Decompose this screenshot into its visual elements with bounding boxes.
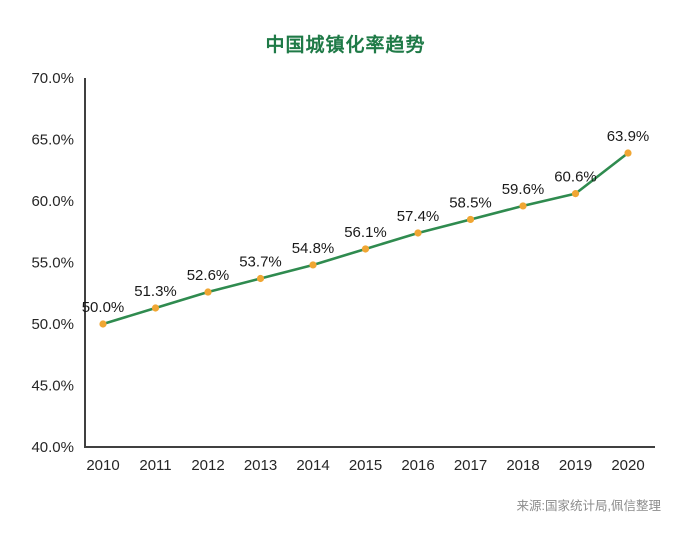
data-point-label: 51.3% [134, 283, 177, 300]
y-tick-label: 60.0% [31, 193, 74, 210]
data-point-label: 57.4% [397, 208, 440, 225]
y-tick-label: 55.0% [31, 255, 74, 272]
data-point-label: 52.6% [187, 267, 230, 284]
source-note: 来源:国家统计局,佩信整理 [516, 499, 661, 513]
data-point-marker [624, 149, 632, 157]
data-point-label: 59.6% [502, 181, 545, 198]
data-point-label: 53.7% [239, 253, 282, 270]
data-point-marker [99, 320, 107, 328]
data-point-marker [204, 288, 212, 296]
x-tick-label: 2015 [349, 457, 382, 474]
data-point-label: 56.1% [344, 224, 387, 241]
data-point-label: 54.8% [292, 240, 335, 257]
data-point-marker [466, 215, 475, 224]
data-point-marker [361, 245, 370, 253]
y-tick-label: 65.0% [31, 132, 74, 149]
data-point-label: 63.9% [607, 128, 650, 145]
data-point-label: 60.6% [554, 169, 597, 186]
data-point-label: 58.5% [449, 194, 492, 211]
x-tick-label: 2019 [559, 457, 592, 474]
data-point-marker [256, 274, 265, 283]
x-tick-label: 2012 [191, 457, 224, 474]
x-tick-label: 2014 [296, 457, 329, 474]
y-tick-label: 50.0% [31, 316, 74, 333]
x-tick-label: 2017 [454, 457, 487, 474]
data-point-marker [519, 202, 527, 210]
y-tick-label: 40.0% [31, 439, 74, 456]
data-point-marker [571, 190, 580, 198]
x-tick-label: 2018 [506, 457, 539, 474]
x-tick-label: 2010 [86, 457, 119, 474]
data-point-marker [309, 261, 317, 269]
data-point-marker [151, 304, 160, 312]
data-point-label: 50.0% [82, 299, 125, 316]
x-tick-label: 2011 [139, 457, 171, 474]
data-point-marker [414, 229, 422, 237]
x-tick-label: 2013 [244, 457, 277, 474]
y-tick-label: 70.0% [31, 70, 74, 87]
x-tick-label: 2016 [401, 457, 434, 474]
chart-title: 中国城镇化率趋势 [265, 35, 426, 56]
axis-lines [84, 78, 655, 448]
y-tick-label: 45.0% [31, 378, 74, 395]
x-tick-label: 2020 [611, 457, 644, 474]
